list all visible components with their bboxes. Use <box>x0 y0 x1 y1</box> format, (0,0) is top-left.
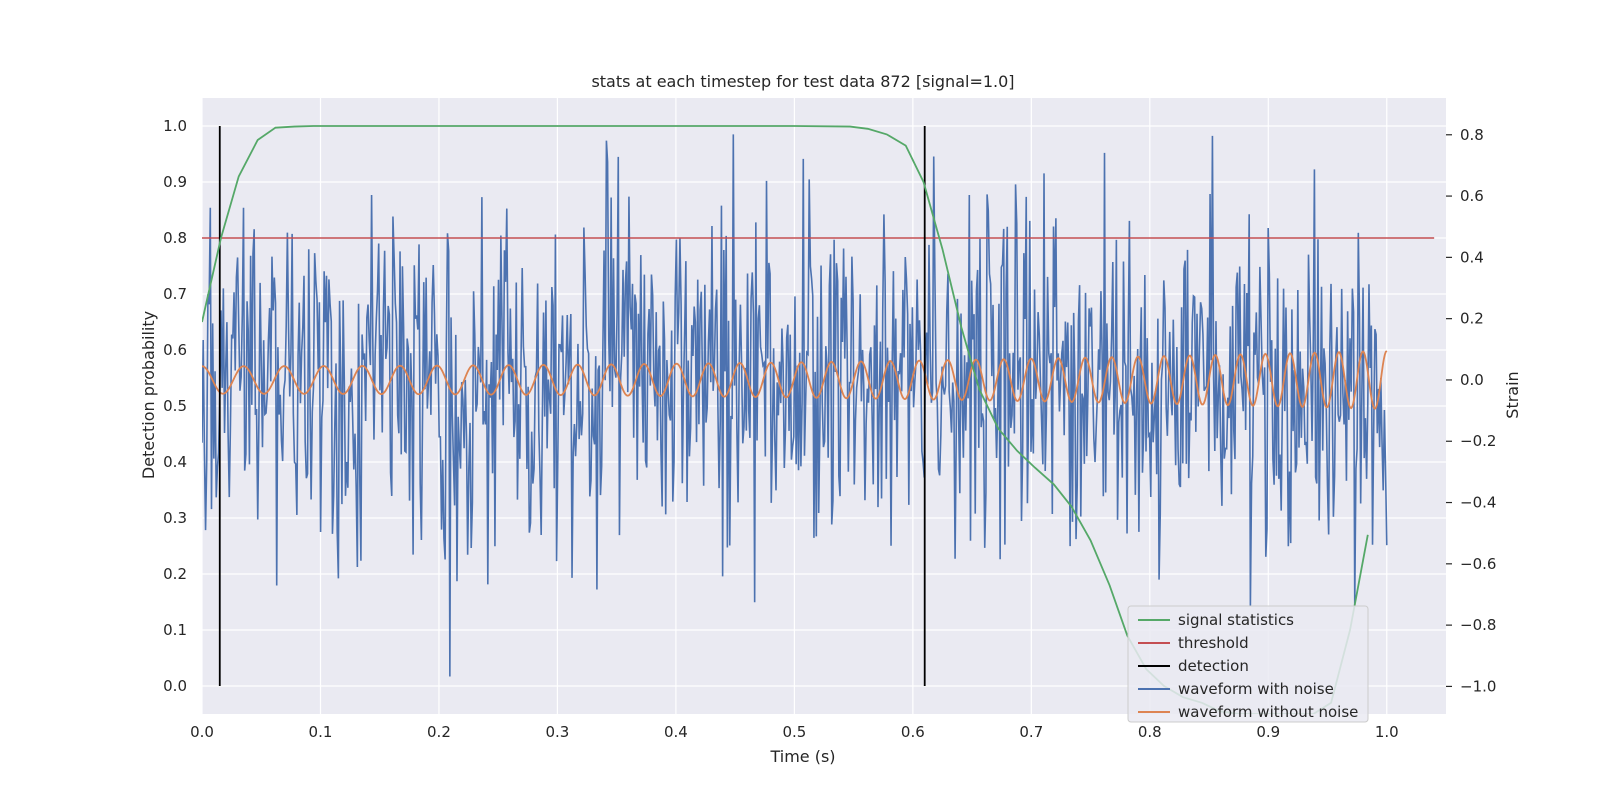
y-tick-label-left: 0.2 <box>163 565 187 583</box>
x-tick-label: 0.5 <box>782 723 806 741</box>
y-tick-label-right: 0.4 <box>1460 248 1484 266</box>
x-tick-label: 0.3 <box>545 723 569 741</box>
y-tick-label-left: 0.0 <box>163 677 187 695</box>
y-tick-label-left: 0.5 <box>163 397 187 415</box>
y-tick-label-right: −0.8 <box>1460 616 1496 634</box>
x-tick-label: 0.1 <box>309 723 333 741</box>
y-tick-label-right: −0.6 <box>1460 555 1496 573</box>
legend-label: waveform with noise <box>1178 680 1334 698</box>
series-waveform-without-noise <box>202 350 1388 411</box>
y-tick-label-left: 0.3 <box>163 509 187 527</box>
x-axis: 0.0 0.1 0.2 0.3 0.4 0.5 0.6 0.7 0.8 0.9 1.0 <box>190 723 1399 741</box>
legend-label: detection <box>1178 657 1249 675</box>
chart-title: stats at each timestep for test data 872… <box>591 72 1014 91</box>
y-tick-label-left: 0.6 <box>163 341 187 359</box>
y-tick-label-right: −0.4 <box>1460 494 1496 512</box>
x-axis-label: Time (s) <box>769 747 835 766</box>
y-tick-label-right: 0.8 <box>1460 126 1484 144</box>
x-tick-label: 0.8 <box>1138 723 1162 741</box>
series-signal-statistics <box>202 125 1369 714</box>
y-tick-label-right: 0.0 <box>1460 371 1484 389</box>
y-tick-label-left: 0.9 <box>163 173 187 191</box>
series-waveform-with-noise <box>202 134 1388 677</box>
x-tick-label: 0.4 <box>664 723 688 741</box>
legend: signal statistics threshold detection wavef… <box>1127 605 1369 723</box>
y-tick-label-right: −1.0 <box>1460 677 1496 695</box>
x-tick-label: 0.0 <box>190 723 214 741</box>
y-axis-label-right: Strain <box>1503 371 1522 418</box>
x-tick-label: 1.0 <box>1375 723 1399 741</box>
y-tick-label-left: 0.7 <box>163 285 187 303</box>
y-tick-label-left: 0.8 <box>163 229 187 247</box>
x-tick-label: 0.7 <box>1019 723 1043 741</box>
x-tick-label: 0.2 <box>427 723 451 741</box>
legend-box <box>1127 605 1369 723</box>
y-axis-right: −1.0 −0.8 −0.6 −0.4 −0.2 0.0 0.2 0.4 0.6 0.8 <box>1446 126 1496 695</box>
series-layer <box>202 125 1435 714</box>
y-tick-label-left: 0.1 <box>163 621 187 639</box>
x-tick-label: 0.9 <box>1256 723 1280 741</box>
y-tick-label-left: 1.0 <box>163 117 187 135</box>
y-tick-label-right: −0.2 <box>1460 432 1496 450</box>
y-axis-label-left: Detection probability <box>139 311 158 479</box>
x-tick-label: 0.6 <box>901 723 925 741</box>
legend-label: waveform without noise <box>1178 703 1358 721</box>
y-tick-label-left: 0.4 <box>163 453 187 471</box>
legend-label: signal statistics <box>1178 611 1294 629</box>
y-axis-left: 0.0 0.1 0.2 0.3 0.4 0.5 0.6 0.7 0.8 0.9 1.0 <box>163 117 187 695</box>
y-tick-label-right: 0.6 <box>1460 187 1484 205</box>
legend-label: threshold <box>1178 634 1249 652</box>
y-tick-label-right: 0.2 <box>1460 310 1484 328</box>
